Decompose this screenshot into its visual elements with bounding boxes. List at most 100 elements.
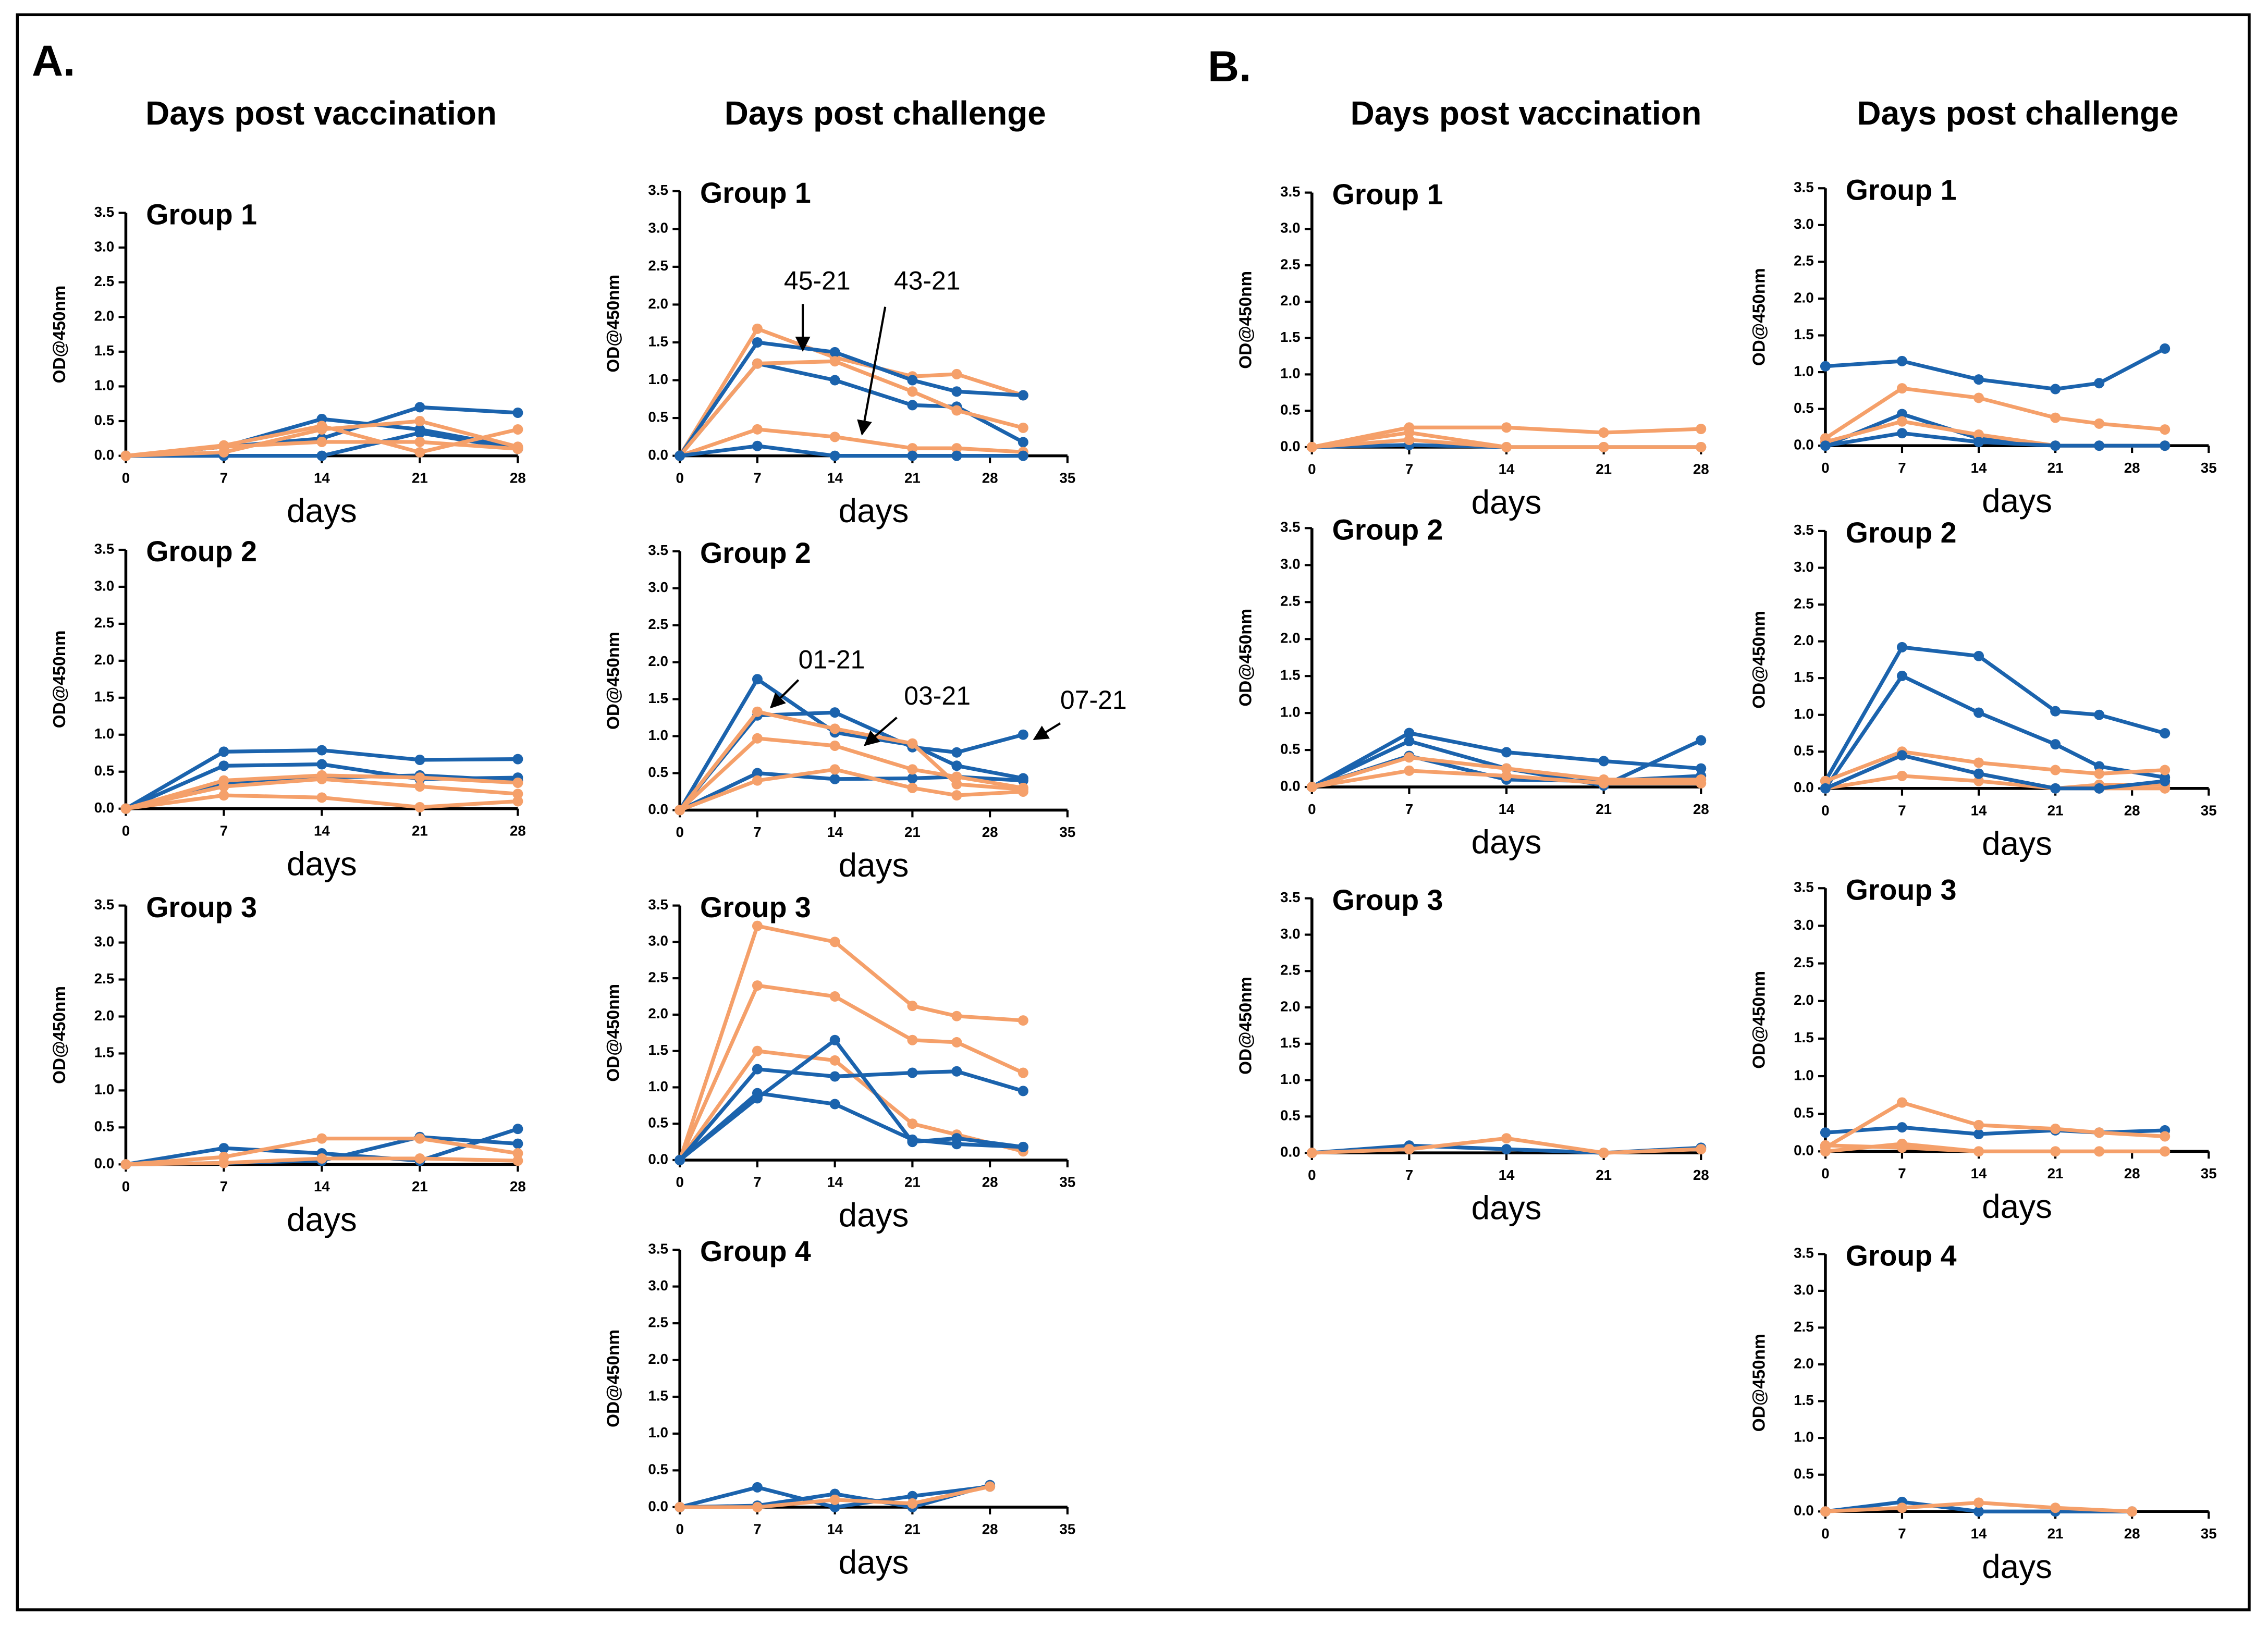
data-point [1598,441,1609,452]
y-tick-label: 0.0 [94,447,115,463]
x-tick-label: 7 [1898,460,1906,476]
y-tick-label: 0.5 [94,412,115,428]
series-line [1825,1143,2165,1153]
data-point [675,1501,685,1512]
y-tick-label: 0.5 [1794,743,1814,759]
column-title: Days post vaccination [1351,94,1702,132]
data-point [752,358,763,369]
data-point [414,772,425,783]
y-tick-label: 0.0 [648,447,668,463]
data-point [512,796,523,807]
y-axis-label: OD@450nm [50,286,69,384]
series-line [678,359,1024,457]
x-tick-label: 0 [1308,461,1316,477]
y-tick-label: 2.0 [94,651,115,668]
data-point [1501,422,1512,433]
y-tick-label: 1.5 [1794,326,1814,342]
y-tick-label: 1.0 [1280,365,1301,381]
data-point [1896,1502,1907,1513]
x-tick-label: 21 [904,470,921,486]
y-axis-label: OD@450nm [1749,1334,1769,1432]
x-axis-label: days [1472,484,1542,521]
series-line [679,767,1024,812]
series-line [678,710,1024,811]
annotation: 01-21 [799,645,865,674]
data-point [316,759,327,770]
data-point [1896,1142,1907,1153]
data-point [316,792,327,803]
data-point [414,781,425,792]
x-tick-label: 7 [220,822,228,839]
chart-title: Group 1 [700,177,811,209]
data-point [1404,736,1415,747]
y-tick-label: 0.5 [94,762,115,779]
x-tick-label: 0 [1308,1167,1316,1183]
data-point [1696,1144,1707,1155]
data-point [829,1034,840,1045]
data-point [1820,783,1831,794]
y-tick-label: 1.5 [1794,1392,1814,1408]
data-point [752,733,763,744]
data-point [907,1498,918,1509]
data-point [1820,1127,1831,1138]
x-tick-label: 7 [753,1174,761,1190]
annotation-arrow [1033,722,1061,741]
data-point [752,980,763,991]
series-line [1825,431,2165,448]
x-tick-label: 21 [2048,1525,2064,1542]
x-tick-label: 21 [1596,1167,1612,1183]
x-tick-label: 35 [2201,1525,2217,1542]
data-point [512,1138,523,1149]
y-tick-label: 1.0 [1280,1071,1301,1087]
data-point [1973,1119,1984,1130]
data-point [752,424,763,435]
data-point [2094,761,2105,772]
data-point [1306,441,1317,452]
data-point [2160,440,2171,451]
chart-title: Group 2 [700,537,811,569]
chart-title: Group 2 [1846,516,1957,549]
x-tick-label: 0 [676,824,683,840]
y-tick-label: 1.0 [1794,706,1814,722]
data-point [951,1133,962,1144]
y-tick-label: 0.0 [648,801,668,817]
data-point [829,450,840,461]
data-point [1017,1086,1028,1097]
data-point [120,450,131,461]
x-tick-label: 14 [314,1178,330,1194]
data-point [907,386,918,397]
chart-title: Group 2 [1332,514,1443,546]
data-point [907,450,918,461]
x-tick-label: 7 [1898,1165,1906,1181]
y-tick-label: 3.5 [1280,889,1301,905]
data-point [951,747,962,758]
data-point [752,440,763,451]
data-point [829,707,840,718]
y-tick-label: 3.0 [1280,220,1301,236]
frame [16,13,2251,1611]
x-tick-label: 35 [1059,1174,1075,1190]
data-point [752,337,763,348]
y-tick-label: 0.0 [1280,1143,1301,1160]
y-tick-label: 3.5 [94,204,115,220]
x-tick-label: 14 [1499,461,1515,477]
column-title: Days post vaccination [145,94,497,132]
data-point [2094,1146,2105,1157]
data-point [2160,1146,2171,1157]
series-line [1823,645,2166,782]
data-point [316,773,327,784]
data-point [414,416,425,426]
data-point [675,805,685,816]
y-tick-label: 1.0 [648,371,668,387]
data-point [218,781,229,792]
y-tick-label: 2.0 [1794,992,1814,1008]
data-point [829,1055,840,1066]
y-tick-label: 2.0 [1794,289,1814,305]
data-point [512,778,523,788]
data-point [829,740,840,751]
panel-label: A. [32,36,75,85]
data-point [218,441,229,452]
data-point [218,790,229,801]
x-tick-label: 14 [1971,460,1987,476]
data-point [829,432,840,442]
